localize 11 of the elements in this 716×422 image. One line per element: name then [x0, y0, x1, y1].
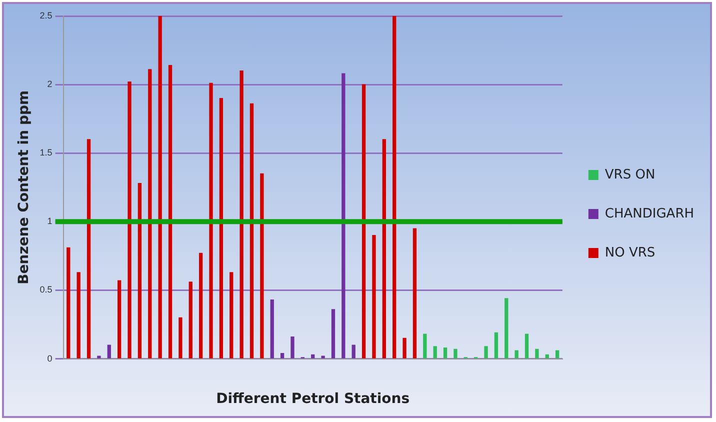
y-tick-label: 2.5 [40, 10, 52, 20]
y-axis-title: Benzene Content in ppm [16, 90, 32, 284]
y-tick-label: 0 [47, 353, 52, 364]
y-tick-label: 2 [47, 79, 52, 90]
legend-label: VRS ON [604, 167, 656, 182]
y-tick-label: 0.5 [40, 284, 52, 295]
legend-label: NO VRS [604, 245, 656, 260]
x-axis-title: Different Petrol Stations [216, 391, 410, 408]
y-tick-label: 1.5 [40, 148, 52, 158]
y-tick-label: 1 [47, 216, 52, 226]
legend-label: CHANDIGARH [604, 206, 694, 222]
